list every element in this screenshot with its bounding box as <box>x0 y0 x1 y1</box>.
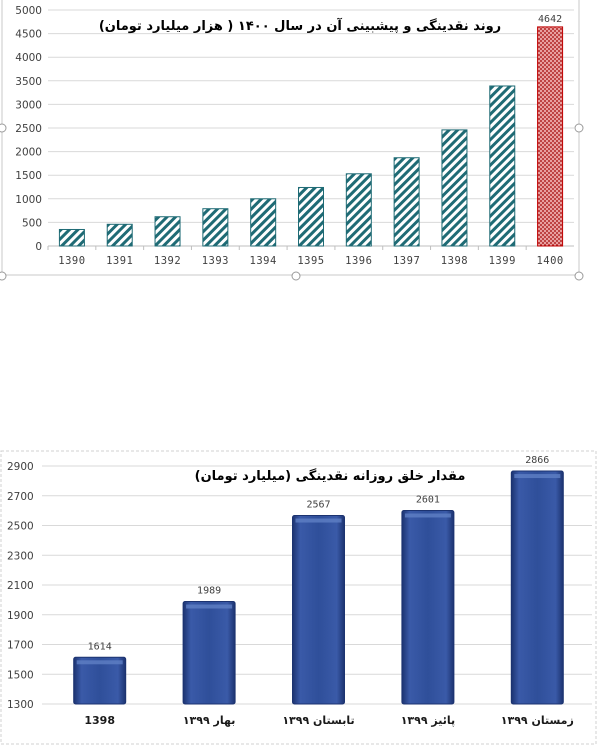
x-tick-label: 1400 <box>536 255 563 267</box>
bar-bevel <box>514 474 561 479</box>
x-tick-label: 1396 <box>345 255 372 267</box>
data-bar <box>441 129 468 247</box>
y-tick-label: 3500 <box>15 76 42 88</box>
x-tick-label: 1398 <box>84 714 115 727</box>
x-tick-label: 1391 <box>106 255 133 267</box>
x-tick-label: 1397 <box>393 255 420 267</box>
y-tick-label: 1500 <box>15 170 42 182</box>
data-label: 1614 <box>88 641 112 652</box>
data-bar <box>292 515 345 705</box>
chart-frame <box>1 0 580 276</box>
data-label: 2601 <box>416 494 440 505</box>
daily-liquidity-creation-chart: 1300 1500 1700 1900 2100 2300 2500 2700 2900 139… <box>0 450 597 745</box>
y-tick-label: 5000 <box>15 5 42 17</box>
chart-frame <box>0 450 597 745</box>
bar-bevel <box>186 604 233 609</box>
x-tick-label: 1399 <box>489 255 516 267</box>
data-bar <box>58 228 85 247</box>
y-tick-label: 2900 <box>7 461 34 473</box>
y-tick-label: 1900 <box>7 610 34 622</box>
selection-handles[interactable] <box>0 123 584 281</box>
chart-title: روند نقدینگی و پیشبینی آن در سال ۱۴۰۰ ( … <box>99 17 501 34</box>
data-label: 1989 <box>197 586 221 597</box>
bar-bevel <box>404 513 451 518</box>
x-tick-label: 1398 <box>441 255 468 267</box>
liquidity-trend-chart: 0 500 1000 1500 2000 2500 3000 3500 4000 4500 5000… <box>0 0 584 281</box>
y-tick-label: 2100 <box>7 580 34 592</box>
data-bar <box>182 601 236 705</box>
y-tick-label: 1500 <box>7 669 34 681</box>
forecast-bar <box>537 26 564 247</box>
data-bar <box>401 509 455 705</box>
x-tick-label: 1394 <box>250 255 277 267</box>
data-bar <box>106 223 133 247</box>
data-bar <box>73 656 127 705</box>
data-bar <box>510 470 564 705</box>
y-tick-label: 2000 <box>15 147 42 159</box>
bar-bevel <box>295 518 342 523</box>
y-tick-label: 0 <box>35 241 42 253</box>
y-tick-label: 2300 <box>7 550 34 562</box>
data-bar <box>345 173 372 247</box>
x-tick-label: 1392 <box>154 255 181 267</box>
y-tick-label: 500 <box>22 217 42 229</box>
chart-title: مقدار خلق روزانه نقدینگی (میلیارد تومان) <box>195 468 466 484</box>
y-tick-label: 4500 <box>15 29 42 41</box>
y-tick-label: 2500 <box>15 123 42 135</box>
bar-bevel <box>76 660 123 665</box>
data-bar <box>202 208 229 247</box>
y-tick-label: 3000 <box>15 99 42 111</box>
data-bar <box>393 157 420 247</box>
x-tick-label: بهار ۱۳۹۹ <box>183 714 236 727</box>
data-label: 2567 <box>306 500 330 511</box>
x-tick-label: 1393 <box>202 255 229 267</box>
data-label: 4642 <box>538 14 562 25</box>
y-tick-label: 1700 <box>7 640 34 652</box>
data-bar <box>489 85 516 247</box>
y-tick-label: 4000 <box>15 52 42 64</box>
y-tick-label: 2500 <box>7 521 34 533</box>
data-bar <box>298 186 324 247</box>
x-tick-label: 1395 <box>297 255 324 267</box>
x-tick-label: پائیز ۱۳۹۹ <box>401 714 455 727</box>
y-tick-label: 1000 <box>15 194 42 206</box>
data-label: 2866 <box>525 455 549 466</box>
x-tick-label: تابستان ۱۳۹۹ <box>282 714 354 727</box>
y-tick-label: 1300 <box>7 699 34 711</box>
x-tick-label: 1390 <box>58 255 85 267</box>
data-bar <box>154 216 181 247</box>
y-tick-label: 2700 <box>7 491 34 503</box>
x-tick-label: زمستان ۱۳۹۹ <box>501 714 574 727</box>
data-bar <box>250 198 277 247</box>
